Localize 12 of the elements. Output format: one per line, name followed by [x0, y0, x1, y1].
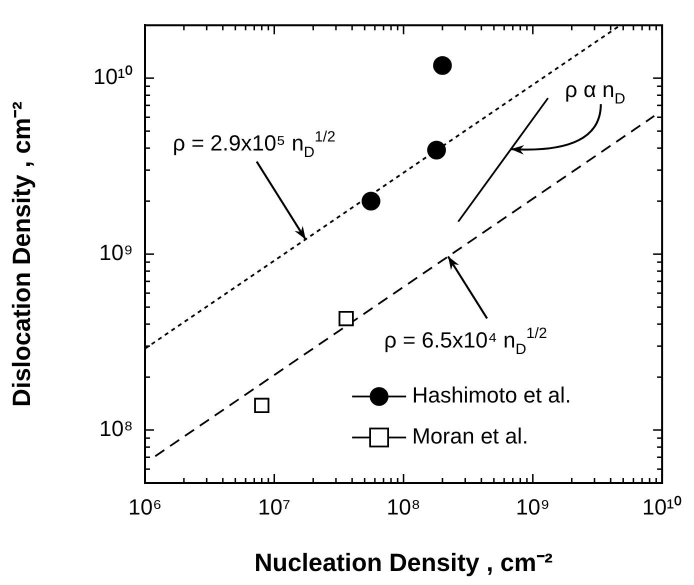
y-tick-label: 10⁹: [99, 240, 133, 266]
legend-label: Hashimoto et al.: [412, 382, 572, 408]
legend-label: Moran et al.: [412, 424, 528, 449]
x-tick-label: 10⁹: [516, 494, 550, 520]
y-axis-title: Dislocation Density , cm⁻²: [8, 101, 36, 407]
x-tick-label: 10⁸: [386, 494, 420, 520]
x-tick-label: 10¹⁰: [642, 494, 682, 520]
y-tick-label: 10¹⁰: [93, 64, 133, 90]
x-tick-label: 10⁶: [128, 494, 162, 520]
y-tick-label: 10⁸: [99, 416, 133, 442]
x-tick-label: 10⁷: [258, 494, 291, 520]
x-axis-title: Nucleation Density , cm⁻²: [254, 548, 553, 577]
